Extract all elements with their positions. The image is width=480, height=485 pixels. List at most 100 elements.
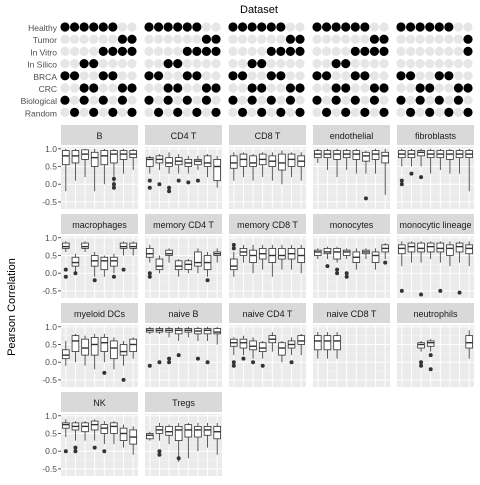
dot-off — [79, 34, 89, 44]
box — [174, 328, 183, 335]
dot-off — [163, 71, 173, 81]
dot-on — [211, 46, 221, 57]
dot-on — [463, 83, 473, 93]
dot-on — [266, 46, 276, 57]
outlier-point — [419, 292, 424, 297]
dot-off — [60, 107, 70, 117]
dot-on — [201, 95, 212, 105]
dot-on — [98, 46, 108, 57]
dot-off — [98, 83, 108, 93]
box — [258, 342, 267, 352]
dot-off — [247, 46, 257, 57]
dot-off — [144, 46, 154, 57]
dot-on — [369, 95, 380, 105]
dot-off — [182, 107, 192, 117]
box — [352, 150, 361, 160]
facet-strip — [145, 125, 222, 145]
dot-off — [321, 95, 332, 105]
dot-on — [60, 71, 70, 81]
dot-off — [60, 34, 70, 44]
dot-on — [341, 59, 351, 69]
dot-on — [266, 22, 276, 32]
dot-off — [285, 22, 296, 32]
dot-on — [182, 46, 192, 57]
dot-on — [321, 107, 332, 117]
box — [62, 150, 70, 166]
box — [165, 425, 173, 436]
dot-on — [182, 22, 192, 32]
dot-on — [266, 95, 276, 105]
box — [146, 157, 154, 167]
dot-off — [312, 46, 322, 57]
dot-on — [350, 71, 360, 81]
dot-on — [312, 22, 322, 32]
box — [165, 249, 173, 256]
outlier-point — [363, 196, 368, 201]
dot-on — [163, 22, 173, 32]
dot-on — [89, 83, 99, 93]
outlier-point — [325, 264, 330, 269]
dot-on — [153, 22, 164, 32]
dot-row-label: In Silico — [27, 60, 57, 70]
outlier-point — [399, 178, 404, 183]
dot-off — [453, 71, 464, 81]
outlier-point — [419, 360, 424, 365]
dot-on — [360, 71, 370, 81]
outlier-point — [63, 274, 68, 279]
dot-off — [192, 95, 202, 105]
dot-off — [321, 34, 332, 44]
outlier-point — [121, 267, 126, 272]
dot-off — [444, 46, 454, 57]
dot-off — [182, 59, 192, 69]
outlier-point — [167, 189, 172, 194]
dot-off — [444, 83, 454, 93]
dot-on — [276, 71, 286, 81]
dot-on — [79, 83, 89, 93]
dot-off — [285, 71, 296, 81]
dot-on — [379, 46, 389, 57]
facet-strip-label: CD8 T — [255, 131, 281, 141]
dot-off — [312, 59, 322, 69]
dot-on — [463, 46, 473, 57]
outlier-point — [289, 360, 294, 365]
dot-off — [434, 59, 444, 69]
facet-strip — [229, 303, 306, 323]
dot-off — [341, 34, 351, 44]
dot-off — [144, 107, 154, 117]
dot-off — [396, 59, 406, 69]
box — [81, 242, 89, 249]
box — [194, 251, 202, 267]
dot-on — [425, 107, 435, 117]
panel-background — [229, 325, 306, 387]
facet-strip — [313, 303, 390, 323]
dot-off — [237, 46, 248, 57]
dot-on — [285, 95, 296, 105]
dot-on — [108, 46, 118, 57]
dot-on — [276, 22, 286, 32]
box — [194, 425, 202, 438]
y-tick-label: 0.0 — [45, 179, 57, 189]
facet-strip-label: fibroblasts — [415, 131, 457, 141]
dot-off — [182, 83, 192, 93]
outlier-point — [111, 274, 116, 279]
dot-on — [396, 22, 406, 32]
dot-on — [192, 46, 202, 57]
dot-on — [405, 107, 416, 117]
box — [81, 338, 89, 356]
dot-off — [369, 59, 380, 69]
dot-off — [108, 95, 118, 105]
dot-on — [444, 107, 454, 117]
outlier-point — [428, 353, 433, 358]
dot-on — [173, 22, 183, 32]
dot-off — [211, 95, 221, 105]
box — [110, 256, 118, 267]
outlier-point — [167, 185, 172, 190]
box — [100, 424, 109, 434]
box — [297, 335, 305, 345]
dot-off — [173, 71, 183, 81]
dot-off — [173, 46, 183, 57]
dot-off — [295, 95, 305, 105]
outlier-point — [63, 449, 68, 454]
outlier-point — [231, 360, 236, 365]
dot-off — [285, 59, 296, 69]
